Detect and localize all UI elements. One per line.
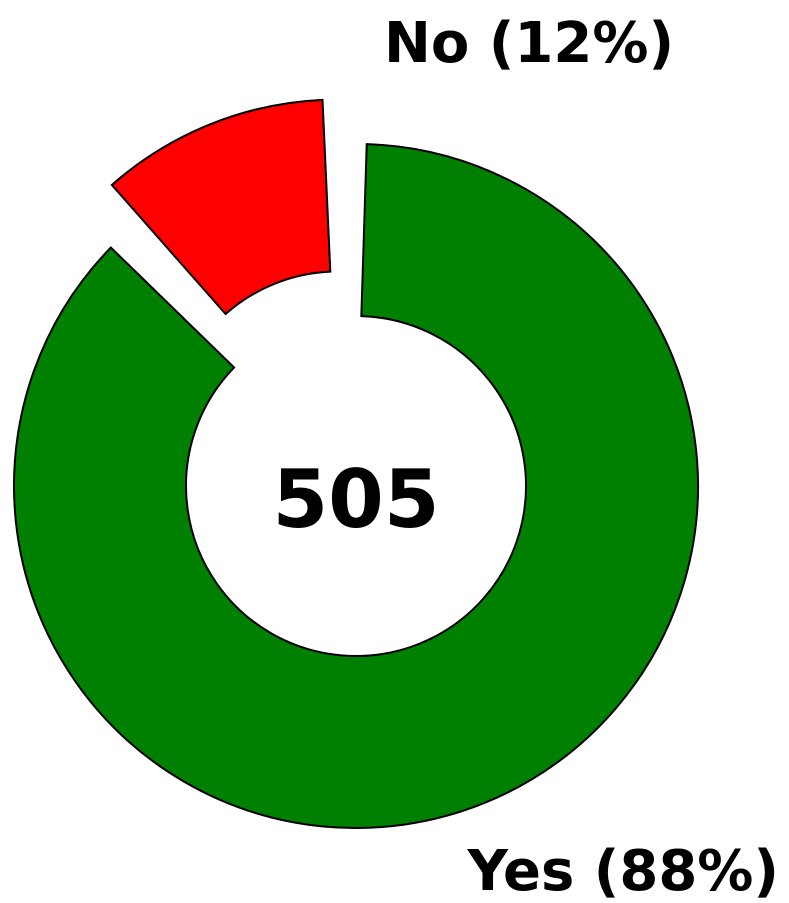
slices-group xyxy=(13,98,699,829)
slice-label-yes: Yes (88%) xyxy=(467,839,779,903)
center-total-label: 505 xyxy=(273,453,440,546)
slice-yes xyxy=(13,143,699,829)
slice-no xyxy=(110,98,332,316)
slice-label-no: No (12%) xyxy=(384,11,674,76)
